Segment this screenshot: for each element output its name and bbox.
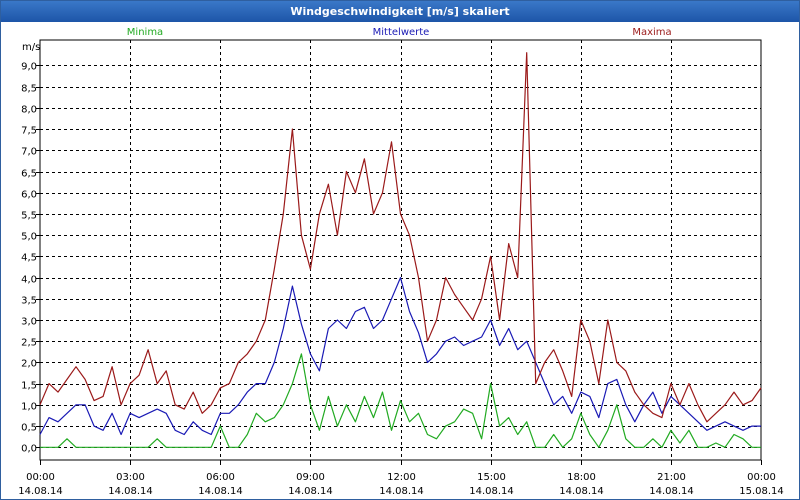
x-tick-time: 09:00 <box>296 472 325 483</box>
x-tick-time: 00:00 <box>26 472 55 483</box>
y-tick-label: 2,5 <box>21 338 37 349</box>
y-tick-label: 5,0 <box>21 232 37 243</box>
series-line-maxima <box>39 52 762 423</box>
y-axis-label: m/s <box>22 42 40 53</box>
series-line-minima <box>40 353 761 448</box>
series-line-mittelwerte <box>39 277 761 436</box>
y-tick-label: 2,0 <box>21 359 37 370</box>
x-tick-date: 14.08.14 <box>18 486 63 497</box>
x-tick-time: 03:00 <box>116 472 145 483</box>
plot-border <box>39 39 762 461</box>
y-tick-label: 1,5 <box>21 381 37 392</box>
y-tick-label: 7,0 <box>21 147 37 158</box>
legend-maxima: Maxima <box>632 27 671 38</box>
y-tick-label: 0,0 <box>21 444 37 455</box>
x-tick-time: 12:00 <box>387 472 416 483</box>
y-tick-label: 0,5 <box>21 423 37 434</box>
y-tick-label: 7,5 <box>21 126 37 137</box>
grid <box>36 40 762 465</box>
x-tick-labels: 00:00 14.08.14 03:00 14.08.14 06:00 14.08.14 0… <box>18 472 784 497</box>
legend-mittelwerte: Mittelwerte <box>373 27 430 38</box>
x-tick-date: 14.08.14 <box>649 486 694 497</box>
series-lines <box>39 52 762 448</box>
x-tick-time: 00:00 <box>747 472 776 483</box>
legend: Minima Mittelwerte Maxima <box>127 27 672 38</box>
chart-title: Windgeschwindigkeit [m/s] skaliert <box>1 1 799 22</box>
y-tick-label: 9,0 <box>21 62 37 73</box>
x-tick-date: 14.08.14 <box>469 486 514 497</box>
x-tick-time: 21:00 <box>657 472 686 483</box>
y-tick-label: 6,5 <box>21 169 37 180</box>
legend-minima: Minima <box>127 27 163 38</box>
y-tick-label: 6,0 <box>21 190 37 201</box>
x-tick-date: 15.08.14 <box>739 486 784 497</box>
y-tick-label: 1,0 <box>21 402 37 413</box>
y-tick-label: 5,5 <box>21 211 37 222</box>
y-tick-label: 3,5 <box>21 296 37 307</box>
y-tick-label: 8,5 <box>21 84 37 95</box>
x-tick-date: 14.08.14 <box>198 486 243 497</box>
y-tick-label: 4,0 <box>21 275 37 286</box>
y-tick-label: 3,0 <box>21 317 37 328</box>
x-tick-time: 18:00 <box>567 472 596 483</box>
x-tick-date: 14.08.14 <box>108 486 153 497</box>
x-tick-date: 14.08.14 <box>559 486 604 497</box>
x-tick-date: 14.08.14 <box>288 486 333 497</box>
y-tick-label: 8,0 <box>21 105 37 116</box>
x-tick-date: 14.08.14 <box>379 486 424 497</box>
x-tick-time: 15:00 <box>477 472 506 483</box>
y-tick-labels: 0,0 0,5 1,0 1,5 2,0 2,5 3,0 3,5 4,0 4,5 5,0 5,5 6,0 6… <box>21 62 37 455</box>
x-tick-time: 06:00 <box>206 472 235 483</box>
y-tick-label: 4,5 <box>21 253 37 264</box>
